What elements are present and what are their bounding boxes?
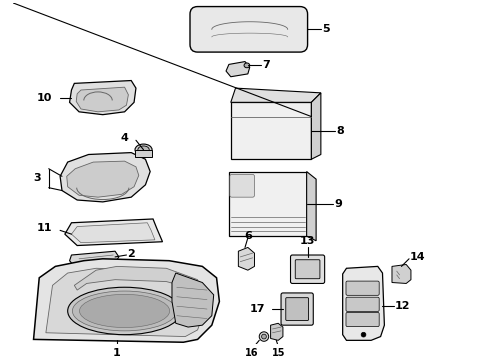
Polygon shape [72, 223, 155, 243]
Text: 17: 17 [249, 304, 265, 314]
Ellipse shape [138, 146, 149, 154]
Polygon shape [70, 251, 119, 266]
Polygon shape [307, 172, 316, 241]
Text: 12: 12 [395, 301, 410, 311]
Ellipse shape [135, 144, 152, 156]
Polygon shape [172, 273, 214, 327]
Text: 6: 6 [244, 231, 252, 241]
Polygon shape [343, 266, 384, 340]
FancyBboxPatch shape [229, 172, 307, 236]
Polygon shape [231, 88, 321, 102]
Polygon shape [65, 219, 163, 246]
FancyBboxPatch shape [230, 174, 254, 197]
Text: 7: 7 [262, 60, 270, 70]
Polygon shape [70, 81, 136, 115]
Text: 10: 10 [37, 93, 52, 103]
FancyBboxPatch shape [346, 281, 379, 295]
FancyBboxPatch shape [291, 255, 325, 283]
FancyBboxPatch shape [286, 298, 309, 320]
Text: 16: 16 [245, 348, 258, 358]
Polygon shape [67, 161, 139, 197]
FancyBboxPatch shape [346, 297, 379, 311]
Ellipse shape [68, 287, 181, 335]
Polygon shape [60, 153, 150, 202]
FancyBboxPatch shape [231, 102, 311, 159]
Text: 2: 2 [127, 249, 135, 259]
Text: 4: 4 [121, 133, 128, 143]
Text: 14: 14 [410, 252, 426, 262]
FancyBboxPatch shape [346, 312, 379, 327]
Ellipse shape [262, 334, 267, 339]
Polygon shape [238, 247, 254, 270]
Text: 8: 8 [336, 126, 344, 136]
Text: 1: 1 [113, 348, 121, 358]
Text: 3: 3 [33, 173, 41, 183]
Ellipse shape [79, 294, 170, 328]
Ellipse shape [259, 332, 269, 341]
Polygon shape [226, 62, 250, 77]
Text: 13: 13 [300, 235, 315, 246]
Text: 9: 9 [334, 199, 342, 209]
Polygon shape [74, 266, 200, 292]
FancyBboxPatch shape [295, 260, 320, 279]
Polygon shape [270, 323, 283, 340]
Ellipse shape [73, 291, 177, 331]
FancyBboxPatch shape [281, 293, 313, 325]
FancyBboxPatch shape [190, 6, 308, 52]
FancyBboxPatch shape [135, 150, 152, 157]
Text: 5: 5 [322, 24, 329, 34]
Polygon shape [46, 268, 204, 337]
Text: 11: 11 [37, 224, 52, 233]
Polygon shape [311, 93, 321, 159]
Polygon shape [392, 265, 411, 283]
Ellipse shape [244, 63, 250, 68]
Polygon shape [33, 259, 220, 342]
Ellipse shape [361, 332, 366, 337]
Text: 15: 15 [271, 348, 285, 358]
Polygon shape [76, 87, 128, 112]
